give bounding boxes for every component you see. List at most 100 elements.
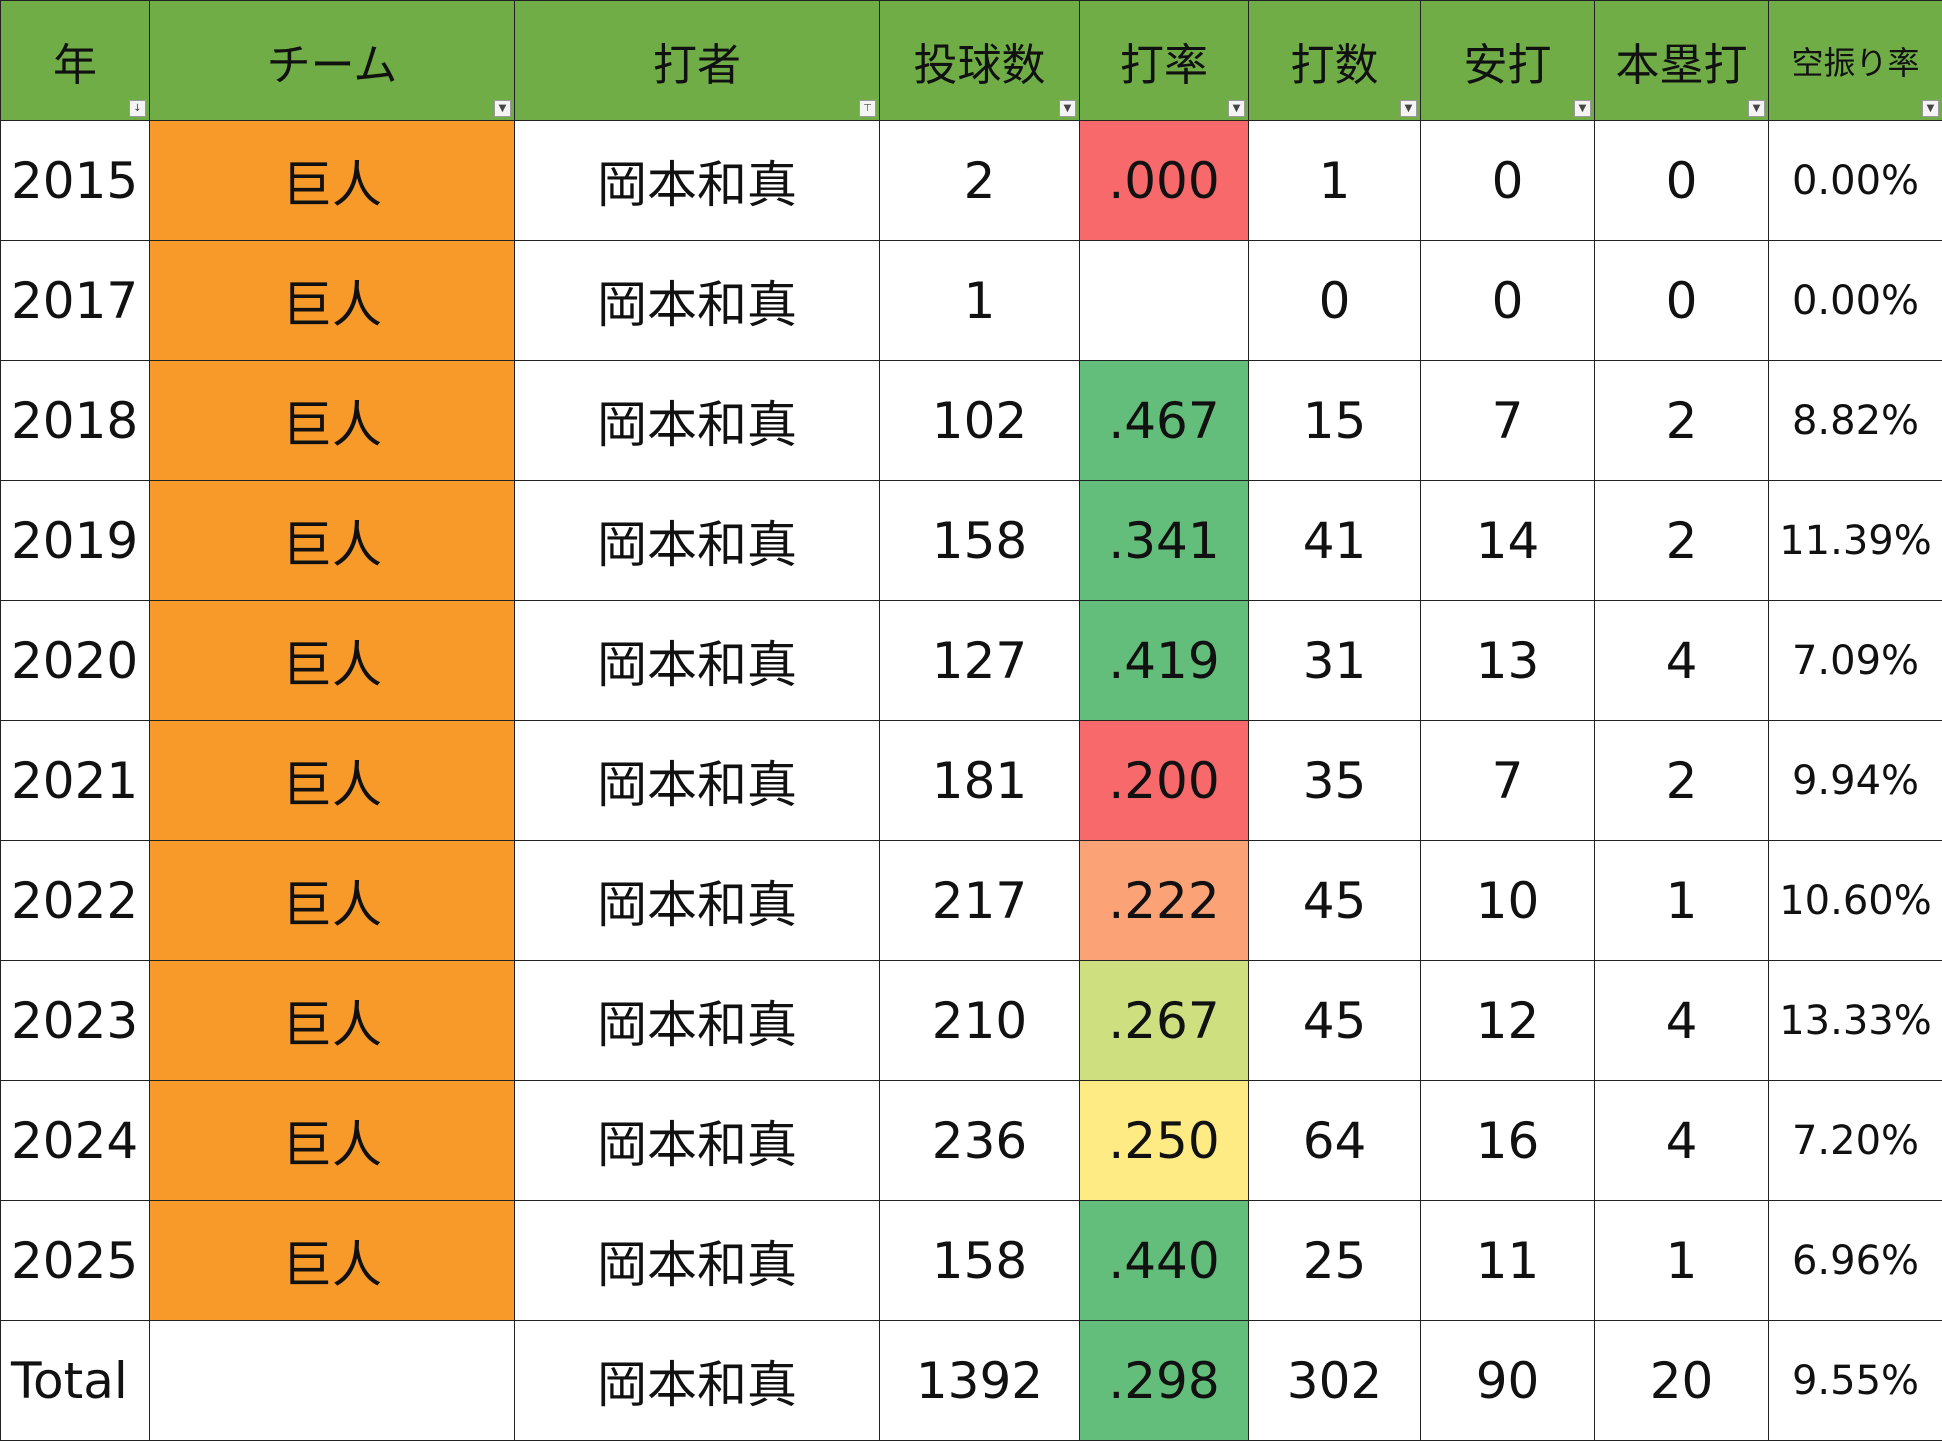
cell-year[interactable]: 2021	[0, 720, 150, 841]
cell-whiff[interactable]: 9.94%	[1768, 720, 1942, 841]
cell-avg[interactable]: .341	[1079, 480, 1249, 601]
cell-pitches[interactable]: 217	[879, 840, 1080, 961]
cell-pitches[interactable]: 181	[879, 720, 1080, 841]
cell-ab[interactable]: 302	[1248, 1320, 1421, 1441]
cell-year[interactable]: 2017	[0, 240, 150, 361]
dropdown-icon[interactable]: ▼	[1059, 100, 1076, 117]
cell-hits[interactable]: 90	[1420, 1320, 1595, 1441]
cell-hits[interactable]: 0	[1420, 240, 1595, 361]
cell-whiff[interactable]: 13.33%	[1768, 960, 1942, 1081]
cell-whiff[interactable]: 8.82%	[1768, 360, 1942, 481]
cell-batter[interactable]: 岡本和真	[514, 720, 880, 841]
cell-team[interactable]: 巨人	[149, 480, 515, 601]
dropdown-icon[interactable]: ▼	[1228, 100, 1245, 117]
cell-pitches[interactable]: 158	[879, 1200, 1080, 1321]
cell-avg[interactable]: .200	[1079, 720, 1249, 841]
filter-active-icon[interactable]: ⊤	[859, 100, 876, 117]
cell-hits[interactable]: 14	[1420, 480, 1595, 601]
cell-hits[interactable]: 13	[1420, 600, 1595, 721]
cell-ab[interactable]: 41	[1248, 480, 1421, 601]
cell-avg[interactable]: .467	[1079, 360, 1249, 481]
cell-hits[interactable]: 16	[1420, 1080, 1595, 1201]
cell-whiff[interactable]: 11.39%	[1768, 480, 1942, 601]
cell-pitches[interactable]: 1	[879, 240, 1080, 361]
cell-pitches[interactable]: 210	[879, 960, 1080, 1081]
cell-whiff[interactable]: 7.20%	[1768, 1080, 1942, 1201]
cell-team[interactable]: 巨人	[149, 120, 515, 241]
cell-whiff[interactable]: 0.00%	[1768, 120, 1942, 241]
cell-year[interactable]: 2015	[0, 120, 150, 241]
cell-pitches[interactable]: 2	[879, 120, 1080, 241]
cell-team[interactable]: 巨人	[149, 960, 515, 1081]
dropdown-icon[interactable]: ▼	[1574, 100, 1591, 117]
cell-avg[interactable]: .419	[1079, 600, 1249, 721]
cell-batter[interactable]: 岡本和真	[514, 1320, 880, 1441]
cell-team[interactable]: 巨人	[149, 1080, 515, 1201]
cell-hits[interactable]: 12	[1420, 960, 1595, 1081]
cell-hr[interactable]: 0	[1594, 120, 1769, 241]
cell-batter[interactable]: 岡本和真	[514, 600, 880, 721]
cell-hits[interactable]: 0	[1420, 120, 1595, 241]
cell-year[interactable]: 2020	[0, 600, 150, 721]
cell-batter[interactable]: 岡本和真	[514, 120, 880, 241]
cell-team[interactable]: 巨人	[149, 240, 515, 361]
cell-pitches[interactable]: 236	[879, 1080, 1080, 1201]
cell-ab[interactable]: 0	[1248, 240, 1421, 361]
cell-hits[interactable]: 10	[1420, 840, 1595, 961]
cell-year[interactable]: 2025	[0, 1200, 150, 1321]
cell-team[interactable]: 巨人	[149, 840, 515, 961]
cell-hr[interactable]: 4	[1594, 1080, 1769, 1201]
cell-ab[interactable]: 31	[1248, 600, 1421, 721]
cell-batter[interactable]: 岡本和真	[514, 1200, 880, 1321]
dropdown-icon[interactable]: ▼	[1748, 100, 1765, 117]
cell-whiff[interactable]: 9.55%	[1768, 1320, 1942, 1441]
cell-ab[interactable]: 1	[1248, 120, 1421, 241]
cell-whiff[interactable]: 6.96%	[1768, 1200, 1942, 1321]
cell-year[interactable]: 2019	[0, 480, 150, 601]
cell-ab[interactable]: 45	[1248, 960, 1421, 1081]
cell-pitches[interactable]: 102	[879, 360, 1080, 481]
cell-year[interactable]: 2022	[0, 840, 150, 961]
cell-team[interactable]: 巨人	[149, 360, 515, 481]
cell-ab[interactable]: 45	[1248, 840, 1421, 961]
cell-team[interactable]: 巨人	[149, 1200, 515, 1321]
cell-pitches[interactable]: 127	[879, 600, 1080, 721]
cell-whiff[interactable]: 0.00%	[1768, 240, 1942, 361]
cell-year[interactable]: Total	[0, 1320, 150, 1441]
cell-team[interactable]: 巨人	[149, 720, 515, 841]
cell-avg[interactable]: .222	[1079, 840, 1249, 961]
cell-hits[interactable]: 7	[1420, 360, 1595, 481]
sort-filter-icon[interactable]: ↓	[129, 100, 146, 117]
cell-pitches[interactable]: 1392	[879, 1320, 1080, 1441]
cell-hr[interactable]: 4	[1594, 600, 1769, 721]
cell-avg[interactable]: .000	[1079, 120, 1249, 241]
cell-hr[interactable]: 4	[1594, 960, 1769, 1081]
cell-batter[interactable]: 岡本和真	[514, 960, 880, 1081]
cell-ab[interactable]: 35	[1248, 720, 1421, 841]
cell-team[interactable]: 巨人	[149, 600, 515, 721]
cell-hr[interactable]: 2	[1594, 720, 1769, 841]
cell-pitches[interactable]: 158	[879, 480, 1080, 601]
cell-hr[interactable]: 20	[1594, 1320, 1769, 1441]
cell-hr[interactable]: 1	[1594, 840, 1769, 961]
cell-batter[interactable]: 岡本和真	[514, 480, 880, 601]
cell-avg[interactable]: .298	[1079, 1320, 1249, 1441]
cell-year[interactable]: 2023	[0, 960, 150, 1081]
cell-hits[interactable]: 11	[1420, 1200, 1595, 1321]
cell-avg[interactable]: .267	[1079, 960, 1249, 1081]
cell-avg[interactable]: .250	[1079, 1080, 1249, 1201]
cell-whiff[interactable]: 10.60%	[1768, 840, 1942, 961]
cell-avg[interactable]: .440	[1079, 1200, 1249, 1321]
cell-batter[interactable]: 岡本和真	[514, 360, 880, 481]
cell-ab[interactable]: 25	[1248, 1200, 1421, 1321]
cell-team[interactable]	[149, 1320, 515, 1441]
dropdown-icon[interactable]: ▼	[1922, 100, 1939, 117]
cell-batter[interactable]: 岡本和真	[514, 840, 880, 961]
dropdown-icon[interactable]: ▼	[1400, 100, 1417, 117]
cell-hr[interactable]: 2	[1594, 360, 1769, 481]
cell-year[interactable]: 2024	[0, 1080, 150, 1201]
cell-year[interactable]: 2018	[0, 360, 150, 481]
cell-hr[interactable]: 0	[1594, 240, 1769, 361]
dropdown-icon[interactable]: ▼	[494, 100, 511, 117]
cell-hits[interactable]: 7	[1420, 720, 1595, 841]
